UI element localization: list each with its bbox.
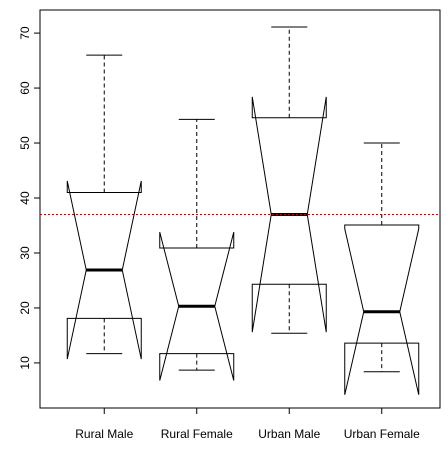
x-tick-label: Urban Male — [258, 427, 320, 441]
y-tick-label: 60 — [18, 81, 32, 95]
box — [159, 231, 235, 381]
y-tick-label: 50 — [18, 136, 32, 150]
y-tick-label: 20 — [18, 301, 32, 315]
box — [251, 96, 327, 333]
y-tick-label: 70 — [18, 26, 32, 40]
x-tick-label: Rural Female — [161, 427, 233, 441]
box — [344, 224, 420, 395]
y-tick-label: 40 — [18, 191, 32, 205]
y-tick-label: 30 — [18, 246, 32, 260]
plot-frame — [39, 9, 441, 409]
x-tick-label: Rural Male — [75, 427, 133, 441]
x-tick-label: Urban Female — [344, 427, 420, 441]
box — [66, 180, 142, 360]
y-tick-label: 10 — [18, 356, 32, 370]
